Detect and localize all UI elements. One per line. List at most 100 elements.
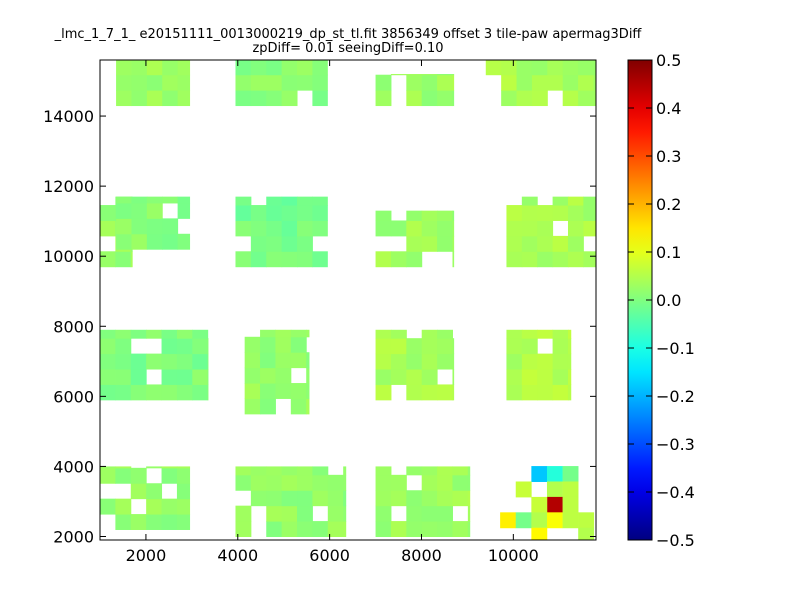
- heatmap-cell: [235, 220, 252, 237]
- heatmap-cell: [531, 512, 548, 529]
- heatmap-cell: [516, 74, 533, 91]
- heatmap-cell: [531, 60, 548, 76]
- heatmap-cell: [506, 384, 523, 401]
- x-tick-label: 10000: [488, 546, 539, 565]
- heatmap-cell: [100, 498, 116, 515]
- heatmap-cell: [421, 338, 438, 355]
- heatmap-cell: [531, 527, 548, 540]
- heatmap-cell: [115, 338, 132, 355]
- heatmap-cell: [131, 74, 148, 91]
- heatmap-cell: [290, 329, 307, 338]
- heatmap-cell: [552, 369, 569, 385]
- heatmap-cell: [130, 251, 133, 268]
- heatmap-cell: [281, 466, 298, 476]
- heatmap-cell: [115, 384, 132, 401]
- heatmap-cell: [250, 474, 267, 491]
- heatmap-cell: [375, 90, 392, 107]
- y-tick-label: 8000: [53, 317, 94, 336]
- heatmap-cell: [390, 490, 407, 507]
- heatmap-cell: [281, 205, 298, 221]
- heatmap-cell: [297, 474, 313, 491]
- heatmap-cell: [176, 384, 193, 401]
- heatmap-cell: [146, 196, 163, 204]
- x-tick-label: 8000: [401, 546, 442, 565]
- heatmap-cell: [521, 353, 538, 370]
- heatmap-cell: [100, 369, 116, 385]
- heatmap-cell: [437, 235, 453, 252]
- heatmap-cell: [547, 74, 564, 91]
- heatmap-cell: [421, 505, 438, 522]
- heatmap-cell: [501, 60, 518, 76]
- heatmap-cell: [406, 384, 423, 401]
- heatmap-cell: [161, 329, 178, 339]
- heatmap-cell: [146, 466, 163, 469]
- x-tick-label: 4000: [217, 546, 258, 565]
- heatmap-cell: [406, 90, 423, 107]
- plot-frame: [99, 59, 597, 541]
- heatmap-cell: [343, 521, 347, 537]
- heatmap-cell: [406, 210, 423, 221]
- heatmap-cell: [161, 384, 178, 401]
- x-tick-label: 2000: [126, 546, 167, 565]
- heatmap-cell: [578, 74, 594, 91]
- heatmap-cell: [207, 369, 209, 385]
- heatmap-cell: [176, 483, 191, 500]
- heatmap-cell: [327, 521, 344, 537]
- heatmap-cell: [546, 481, 563, 498]
- heatmap-cell: [406, 490, 423, 507]
- heatmap-cell: [290, 383, 307, 399]
- heatmap-cell: [266, 474, 283, 491]
- heatmap-cell: [130, 384, 147, 401]
- heatmap-cell: [100, 466, 116, 469]
- heatmap-cell: [327, 490, 344, 507]
- heatmap-cell: [176, 467, 191, 484]
- heatmap-cell: [375, 329, 392, 339]
- heatmap-cell: [115, 369, 132, 385]
- heatmap-cell: [130, 369, 147, 385]
- heatmap-cell: [537, 369, 554, 385]
- heatmap-cell: [235, 205, 252, 221]
- heatmap-cell: [390, 353, 407, 370]
- heatmap-cell: [235, 466, 252, 476]
- heatmap-cell: [130, 329, 147, 339]
- heatmap-cell: [275, 336, 292, 353]
- heatmap-cell: [452, 384, 455, 401]
- chart-title-line1: _lmc_1_7_1_ e20151111_0013000219_dp_st_t…: [54, 27, 643, 42]
- heatmap-cell: [250, 235, 267, 252]
- heatmap-cell: [266, 90, 283, 107]
- heatmap-cell: [421, 210, 438, 221]
- heatmap-cell: [281, 251, 298, 268]
- heatmap-cell: [537, 205, 554, 221]
- heatmap-cell: [176, 466, 191, 469]
- heatmap-cell: [162, 233, 179, 250]
- heatmap-cell: [531, 466, 548, 482]
- heatmap-cell: [235, 505, 252, 522]
- heatmap-cell: [452, 235, 455, 252]
- heatmap-cell: [161, 467, 178, 484]
- heatmap-cell: [552, 384, 569, 401]
- heatmap-cell: [375, 353, 392, 370]
- heatmap-cell: [567, 338, 572, 355]
- heatmap-cell: [406, 74, 423, 91]
- heatmap-cell: [452, 251, 455, 268]
- heatmap-cell: [116, 196, 132, 204]
- heatmap-cell: [281, 490, 298, 507]
- heatmap-cell: [161, 466, 178, 469]
- heatmap-cell: [162, 74, 179, 91]
- x-axis: 2000 4000 6000 8000 10000: [126, 60, 539, 565]
- heatmap-cell: [452, 369, 455, 385]
- heatmap-cell: [130, 483, 147, 500]
- heatmap-cell: [406, 505, 423, 522]
- heatmap-cell: [297, 251, 313, 268]
- heatmap-cell: [421, 329, 438, 339]
- heatmap-cell: [467, 466, 471, 476]
- heatmap-cell: [537, 220, 554, 237]
- heatmap-cell: [176, 369, 193, 385]
- heatmap-cell: [116, 218, 132, 235]
- heatmap-cell: [250, 90, 267, 107]
- heatmap-cell: [306, 352, 310, 369]
- heatmap-cell: [421, 220, 438, 237]
- heatmap-cell: [162, 196, 179, 204]
- heatmap-cell: [244, 352, 261, 369]
- heatmap-cell: [452, 490, 469, 507]
